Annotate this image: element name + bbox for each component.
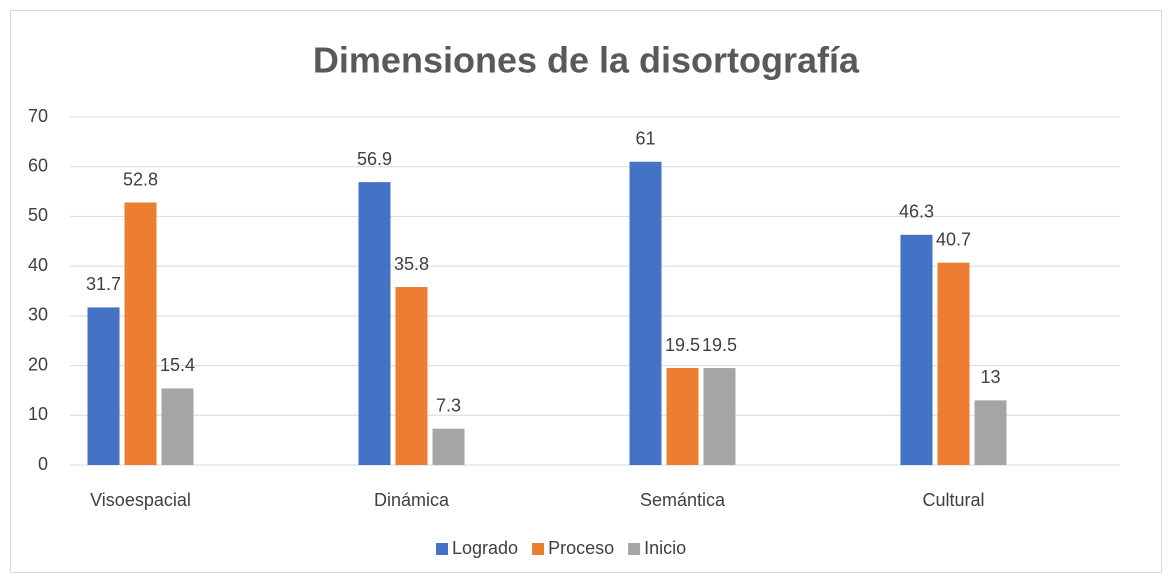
legend-swatch bbox=[532, 543, 545, 555]
value-label: 52.8 bbox=[123, 169, 158, 189]
value-label: 19.5 bbox=[665, 335, 700, 355]
y-tick-label: 70 bbox=[28, 106, 48, 126]
bar bbox=[124, 202, 157, 465]
bar bbox=[629, 161, 662, 465]
bar bbox=[395, 287, 428, 465]
legend-label: Logrado bbox=[452, 538, 518, 558]
bar bbox=[87, 307, 120, 465]
y-tick-label: 40 bbox=[28, 255, 48, 275]
value-label: 56.9 bbox=[357, 149, 392, 169]
chart-title: Dimensiones de la disortografía bbox=[313, 40, 860, 81]
bar bbox=[703, 368, 736, 465]
value-label: 46.3 bbox=[899, 202, 934, 222]
y-tick-label: 10 bbox=[28, 404, 48, 424]
value-label: 31.7 bbox=[86, 274, 121, 294]
bar bbox=[937, 262, 970, 465]
legend-label: Proceso bbox=[548, 538, 614, 558]
bar bbox=[432, 428, 465, 465]
legend-swatch bbox=[628, 543, 641, 555]
y-tick-label: 60 bbox=[28, 155, 48, 175]
x-tick-label: Semántica bbox=[640, 490, 726, 510]
value-label: 35.8 bbox=[394, 254, 429, 274]
chart-border bbox=[10, 10, 1162, 573]
value-label: 40.7 bbox=[936, 229, 971, 249]
y-tick-label: 20 bbox=[28, 354, 48, 374]
value-label: 61 bbox=[635, 128, 655, 148]
x-tick-label: Cultural bbox=[922, 490, 984, 510]
value-label: 13 bbox=[980, 367, 1000, 387]
bar bbox=[900, 234, 933, 465]
value-label: 7.3 bbox=[436, 395, 461, 415]
value-label: 19.5 bbox=[702, 335, 737, 355]
bar bbox=[666, 368, 699, 465]
bar bbox=[974, 400, 1007, 465]
y-tick-label: 30 bbox=[28, 305, 48, 325]
bar bbox=[358, 182, 391, 465]
y-tick-label: 50 bbox=[28, 205, 48, 225]
bar bbox=[161, 388, 194, 465]
y-tick-label: 0 bbox=[38, 454, 48, 474]
value-label: 15.4 bbox=[160, 355, 195, 375]
x-tick-label: Visoespacial bbox=[90, 490, 191, 510]
legend-label: Inicio bbox=[644, 538, 686, 558]
legend-swatch bbox=[436, 543, 448, 555]
x-tick-label: Dinámica bbox=[374, 490, 450, 510]
